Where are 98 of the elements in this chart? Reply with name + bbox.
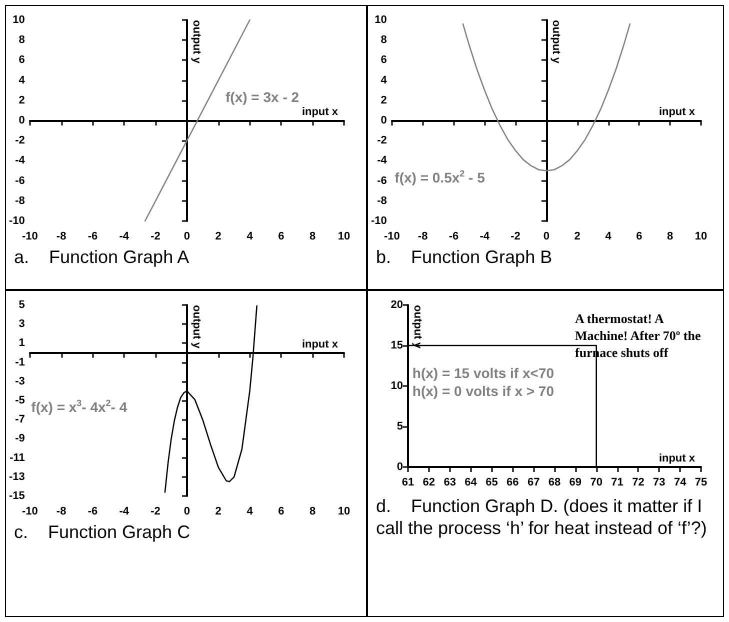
y-tick-label: -4 [15, 154, 26, 167]
y-tick-label: 3 [18, 318, 25, 330]
y-tick-label: -8 [377, 194, 387, 207]
x-tick-label: 69 [569, 476, 582, 488]
x-tick-label: 63 [444, 476, 456, 488]
y-tick-label: 0 [380, 114, 387, 126]
y-tick-label: -3 [15, 375, 25, 388]
x-axis-title: input x [302, 106, 339, 118]
x-tick-label: 4 [246, 506, 254, 518]
x-tick-label: 74 [674, 476, 688, 488]
y-tick-label: -8 [15, 194, 25, 207]
y-tick-label: 8 [380, 34, 387, 46]
y-tick-label: -10 [370, 215, 387, 227]
x-tick-label: 10 [338, 506, 350, 518]
y-tick-label: 8 [18, 34, 25, 46]
y-tick-label: -10 [8, 215, 25, 227]
x-tick-label: 10 [694, 230, 708, 242]
y-tick-label: 4 [380, 74, 388, 86]
y-tick-label: -6 [377, 174, 387, 187]
x-tick-label: -8 [418, 230, 428, 242]
y-tick-label: 15 [390, 340, 403, 352]
y-tick-label: -13 [8, 470, 25, 483]
y-tick-label: 0 [18, 114, 25, 126]
x-tick-label: 4 [605, 230, 612, 242]
x-tick-label: 0 [184, 506, 190, 518]
x-tick-label: -2 [150, 230, 160, 242]
x-tick-label: 61 [402, 476, 414, 488]
x-tick-label: 6 [278, 506, 284, 518]
x-tick-label: 8 [310, 230, 316, 242]
x-tick-label: 72 [632, 476, 644, 488]
y-axis-title: output y [190, 305, 202, 350]
y-tick-label: 10 [374, 14, 387, 26]
x-tick-label: 73 [653, 476, 666, 488]
y-tick-label: 5 [18, 299, 25, 311]
x-tick-label: 67 [527, 476, 540, 488]
x-tick-label: 2 [215, 230, 222, 242]
x-tick-label: 75 [694, 476, 708, 488]
x-tick-label: 6 [278, 230, 284, 242]
y-tick-label: -2 [377, 134, 387, 147]
x-tick-label: 65 [486, 476, 498, 488]
annotation: h(x) = 0 volts if x > 70 [412, 382, 554, 399]
x-tick-label: 4 [246, 230, 254, 242]
x-tick-label: 71 [611, 476, 624, 488]
x-tick-label: 66 [506, 476, 519, 488]
text: c. Function Graph C [13, 521, 192, 543]
x-tick-label: -4 [119, 506, 130, 518]
y-tick-label: -2 [15, 134, 25, 147]
y-tick-label: 4 [18, 74, 26, 86]
y-axis-title: output y [550, 20, 562, 64]
line-series [144, 19, 250, 222]
text: a. Function Graph A [13, 246, 190, 268]
y-axis-title: output y [190, 20, 202, 64]
x-tick-label: 0 [543, 230, 550, 242]
x-tick-label: -8 [56, 506, 66, 518]
y-tick-label: -9 [15, 432, 25, 445]
x-tick-label: -6 [88, 230, 98, 242]
y-tick-label: -4 [377, 154, 388, 167]
y-tick-label: 0 [396, 461, 403, 473]
x-tick-label: -6 [448, 230, 459, 242]
x-axis-title: input x [658, 452, 696, 464]
x-tick-label: 68 [548, 476, 561, 488]
y-tick-label: 20 [390, 299, 403, 311]
x-tick-label: 8 [310, 506, 316, 518]
x-tick-label: 6 [636, 230, 642, 242]
x-tick-label: -6 [88, 506, 98, 518]
y-tick-label: -6 [15, 174, 25, 187]
x-tick-label: 2 [215, 506, 222, 518]
y-tick-label: 2 [380, 94, 387, 106]
x-tick-label: 10 [338, 230, 350, 242]
y-tick-label: 10 [390, 380, 403, 392]
annotation: f(x) = 3x - 2 [226, 89, 300, 106]
y-tick-label: -5 [15, 394, 25, 406]
annotation: h(x) = 15 volts if x<70 [412, 365, 554, 382]
x-tick-label: 2 [574, 230, 580, 242]
x-tick-label: 62 [422, 476, 436, 488]
x-tick-label: -2 [150, 506, 160, 518]
x-tick-label: 0 [184, 230, 190, 242]
x-tick-label: -4 [480, 230, 490, 242]
y-tick-label: 6 [18, 54, 25, 66]
x-axis-title: input x [658, 106, 696, 118]
x-tick-label: 64 [464, 476, 478, 488]
y-tick-label: -11 [10, 452, 25, 464]
y-tick-label: -7 [15, 414, 25, 426]
text: b. Function Graph B [375, 246, 554, 268]
y-tick-label: 5 [396, 420, 403, 432]
y-tick-label: -1 [15, 356, 25, 368]
y-tick-label: 2 [18, 94, 25, 106]
y-tick-label: 1 [18, 337, 25, 350]
x-tick-label: -8 [56, 230, 66, 242]
y-tick-label: 6 [380, 54, 387, 66]
x-tick-label: 8 [667, 230, 674, 242]
x-tick-label: -4 [119, 230, 130, 242]
text: d. Function Graph D. (does it matter if I call the process ‘h’ for heat instead of ‘f’?) [375, 495, 708, 539]
y-tick-label: -15 [8, 490, 25, 502]
x-tick-label: -2 [510, 230, 520, 242]
y-tick-label: 10 [12, 14, 25, 26]
x-axis-title: input x [302, 338, 339, 350]
x-tick-label: 70 [590, 476, 602, 488]
